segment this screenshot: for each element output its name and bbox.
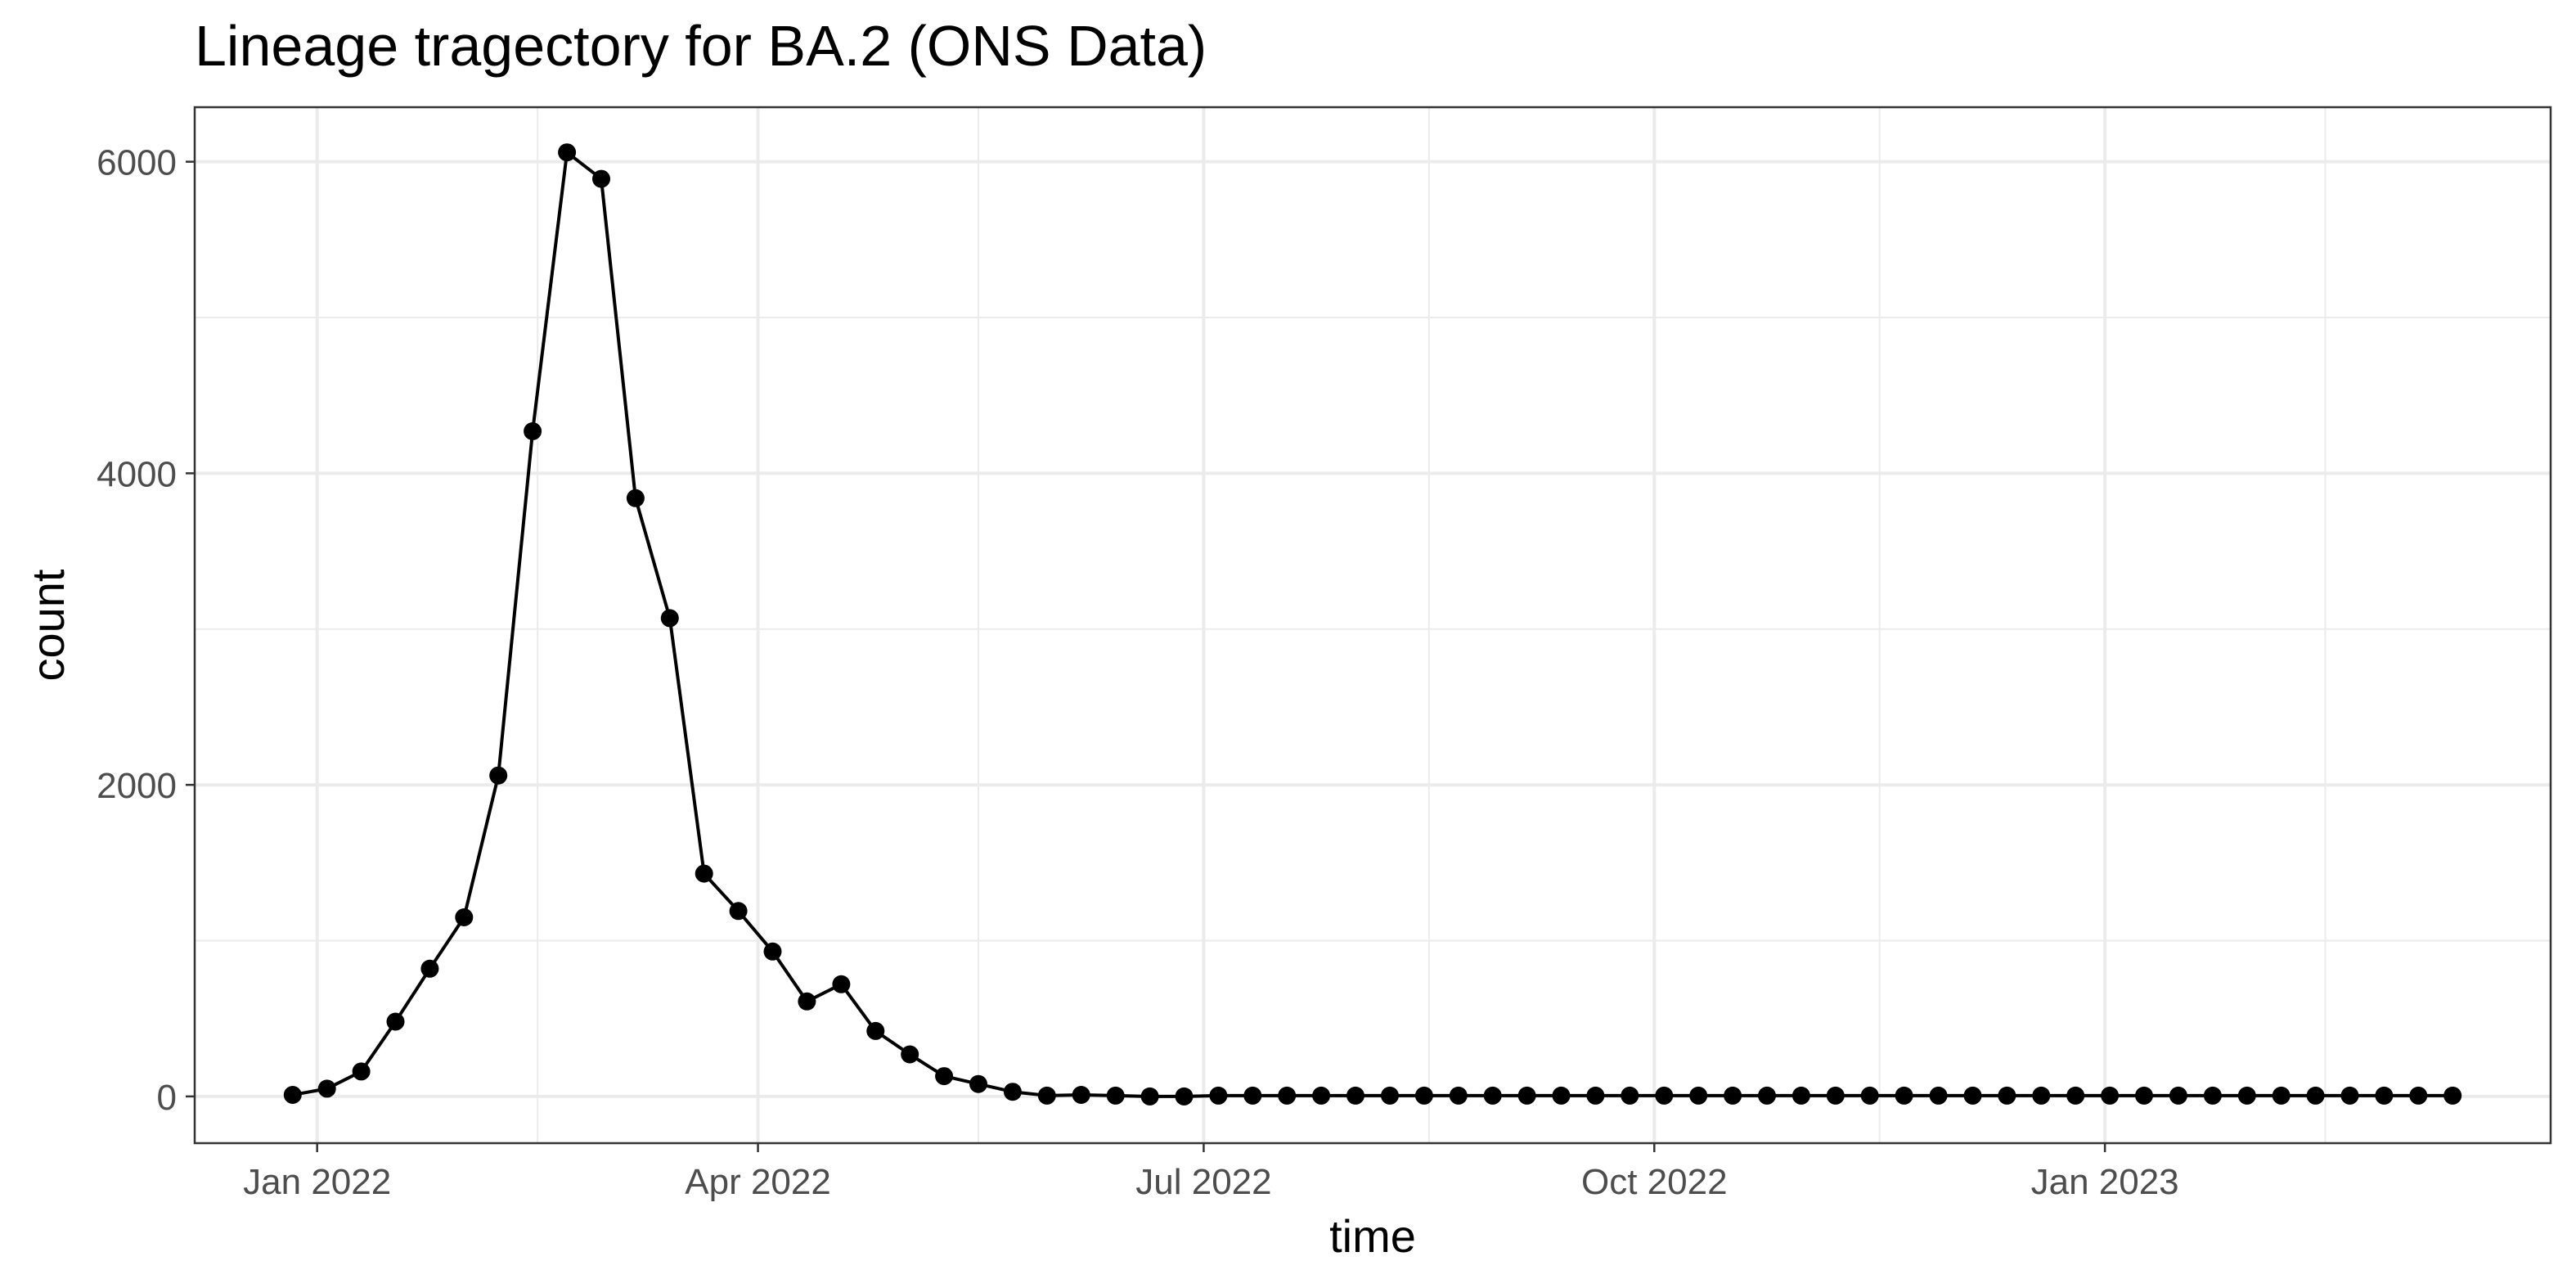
- data-point: [2375, 1086, 2394, 1105]
- x-tick-label: Jan 2022: [243, 1162, 391, 1202]
- data-point: [2340, 1086, 2359, 1105]
- data-point: [1003, 1083, 1022, 1101]
- data-point: [1758, 1086, 1776, 1105]
- y-tick-label: 4000: [97, 454, 177, 494]
- data-point: [1381, 1086, 1399, 1105]
- chart-title: Lineage tragectory for BA.2 (ONS Data): [195, 14, 1207, 78]
- data-point: [763, 942, 782, 961]
- data-point: [2306, 1086, 2325, 1105]
- data-point: [1346, 1086, 1364, 1105]
- data-point: [626, 489, 645, 507]
- x-tick-label: Jan 2023: [2031, 1162, 2179, 1202]
- data-point: [283, 1086, 302, 1104]
- data-point: [2409, 1086, 2428, 1105]
- data-point: [660, 609, 679, 628]
- data-point: [1414, 1086, 1433, 1105]
- data-point: [2443, 1086, 2462, 1105]
- data-point: [2101, 1086, 2120, 1105]
- data-point: [2169, 1086, 2187, 1105]
- data-point: [2203, 1086, 2222, 1105]
- data-point: [1037, 1086, 1056, 1105]
- plot-panel: [195, 107, 2551, 1143]
- data-point: [524, 422, 542, 440]
- y-tick-label: 6000: [97, 143, 177, 183]
- data-point: [1655, 1086, 1674, 1105]
- y-axis: 0 2000 4000 6000: [97, 143, 195, 1118]
- data-point: [420, 959, 439, 978]
- y-tick-label: 0: [157, 1078, 177, 1118]
- data-point: [558, 143, 577, 162]
- data-point: [2032, 1086, 2051, 1105]
- x-tick-label: Jul 2022: [1135, 1162, 1271, 1202]
- data-point: [2135, 1086, 2153, 1105]
- data-point: [1998, 1086, 2016, 1105]
- data-point: [1689, 1086, 1708, 1105]
- data-point: [695, 864, 713, 883]
- x-tick-label: Oct 2022: [1581, 1162, 1728, 1202]
- data-point: [455, 908, 474, 926]
- x-axis: Jan 2022 Apr 2022 Jul 2022 Oct 2022 Jan 2023: [243, 1143, 2179, 1202]
- data-point: [317, 1079, 336, 1098]
- data-point: [1929, 1086, 1948, 1105]
- y-axis-title: count: [22, 569, 74, 681]
- data-point: [901, 1045, 919, 1064]
- data-point: [1552, 1086, 1571, 1105]
- data-point: [1895, 1086, 1913, 1105]
- x-tick-label: Apr 2022: [685, 1162, 831, 1202]
- data-point: [1586, 1086, 1605, 1105]
- series-line: [292, 151, 2453, 1098]
- data-point: [1826, 1086, 1845, 1105]
- data-point: [1449, 1086, 1468, 1105]
- data-point: [935, 1067, 954, 1086]
- x-axis-title: time: [1329, 1210, 1416, 1262]
- data-point: [729, 902, 748, 921]
- data-point: [1243, 1086, 1262, 1105]
- data-point: [1278, 1086, 1297, 1105]
- data-points: [283, 143, 2462, 1106]
- data-point: [1072, 1086, 1090, 1104]
- data-point: [592, 169, 610, 188]
- data-point: [1621, 1086, 1639, 1105]
- data-point: [2066, 1086, 2085, 1105]
- data-point: [2272, 1086, 2291, 1105]
- data-point: [352, 1062, 371, 1081]
- data-point: [1175, 1087, 1194, 1106]
- data-point: [1792, 1086, 1810, 1105]
- data-point: [832, 975, 851, 993]
- data-point: [969, 1074, 987, 1093]
- data-point: [2237, 1086, 2256, 1105]
- data-point: [1209, 1086, 1228, 1105]
- data-point: [386, 1012, 405, 1031]
- data-point: [1963, 1086, 1982, 1105]
- data-point: [1517, 1086, 1536, 1105]
- minor-gridlines: [195, 107, 2551, 1143]
- data-point: [1483, 1086, 1502, 1105]
- data-point: [1724, 1086, 1742, 1105]
- data-point: [1860, 1086, 1879, 1105]
- data-point: [1312, 1086, 1331, 1105]
- data-point: [798, 992, 816, 1011]
- y-tick-label: 2000: [97, 766, 177, 806]
- data-point: [489, 766, 508, 785]
- plot-border: [193, 106, 2552, 1145]
- data-point: [866, 1021, 885, 1040]
- data-point: [1106, 1086, 1125, 1105]
- data-point: [1140, 1087, 1159, 1106]
